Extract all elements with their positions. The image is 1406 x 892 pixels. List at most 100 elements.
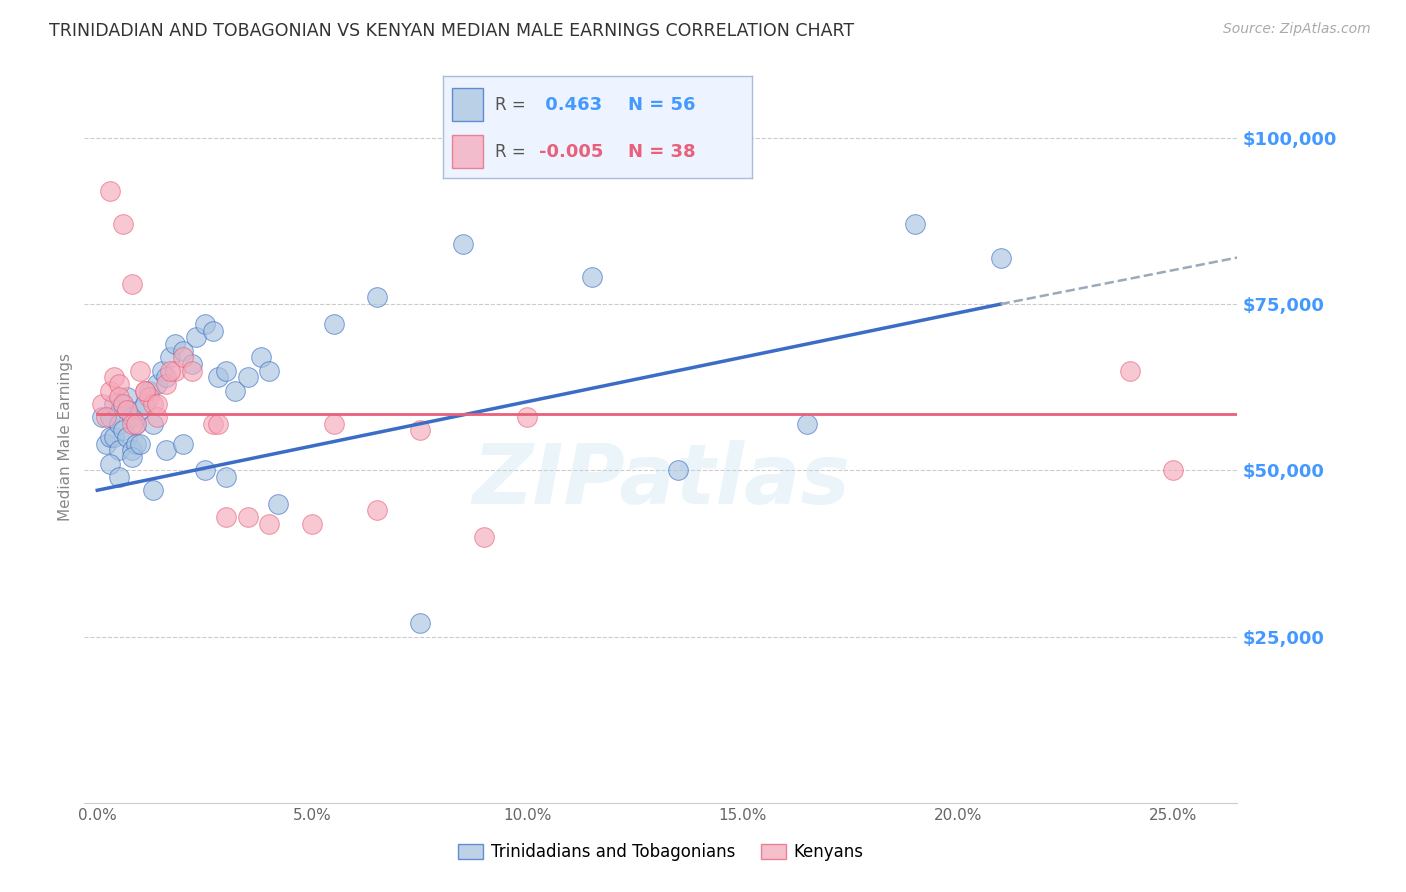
Point — [142, 397, 165, 411]
Point — [121, 450, 143, 464]
Point — [172, 343, 194, 358]
Point — [990, 251, 1012, 265]
Point — [94, 436, 117, 450]
Point — [366, 290, 388, 304]
Point — [134, 384, 156, 398]
Point — [117, 390, 139, 404]
Point — [117, 403, 139, 417]
Text: 0.463: 0.463 — [538, 95, 602, 113]
Point — [125, 436, 148, 450]
Point — [159, 351, 181, 365]
Point — [322, 417, 344, 431]
Point — [236, 509, 259, 524]
Point — [202, 324, 225, 338]
Point — [142, 483, 165, 498]
Point — [129, 403, 152, 417]
Point — [259, 516, 281, 531]
Point — [103, 430, 125, 444]
Point — [134, 397, 156, 411]
Point — [142, 417, 165, 431]
Point — [172, 436, 194, 450]
Point — [581, 270, 603, 285]
Point — [146, 376, 169, 391]
Point — [186, 330, 208, 344]
Text: -0.005: -0.005 — [538, 143, 603, 161]
Point — [138, 390, 160, 404]
Point — [121, 443, 143, 458]
Point — [796, 417, 818, 431]
Point — [129, 363, 152, 377]
Point — [409, 424, 432, 438]
Legend: Trinidadians and Tobagonians, Kenyans: Trinidadians and Tobagonians, Kenyans — [451, 837, 870, 868]
Text: N = 38: N = 38 — [628, 143, 696, 161]
Point — [107, 443, 129, 458]
Point — [159, 363, 181, 377]
Point — [112, 397, 135, 411]
Point — [94, 410, 117, 425]
Text: TRINIDADIAN AND TOBAGONIAN VS KENYAN MEDIAN MALE EARNINGS CORRELATION CHART: TRINIDADIAN AND TOBAGONIAN VS KENYAN MED… — [49, 22, 855, 40]
Point — [474, 530, 496, 544]
Point — [146, 410, 169, 425]
Text: Source: ZipAtlas.com: Source: ZipAtlas.com — [1223, 22, 1371, 37]
Point — [249, 351, 271, 365]
Point — [112, 397, 135, 411]
Point — [146, 397, 169, 411]
Point — [215, 509, 238, 524]
Point — [98, 430, 121, 444]
Point — [129, 436, 152, 450]
Point — [90, 410, 112, 425]
Point — [107, 390, 129, 404]
Point — [267, 497, 290, 511]
Point — [215, 363, 238, 377]
Point — [117, 430, 139, 444]
Text: R =: R = — [495, 95, 526, 113]
Point — [98, 384, 121, 398]
Point — [301, 516, 323, 531]
Point — [138, 384, 160, 398]
Point — [121, 410, 143, 425]
Point — [409, 616, 432, 631]
Point — [125, 417, 148, 431]
Point — [155, 370, 177, 384]
Point — [194, 317, 217, 331]
Point — [904, 217, 927, 231]
Point — [107, 417, 129, 431]
Point — [366, 503, 388, 517]
Point — [224, 384, 246, 398]
Point — [163, 363, 186, 377]
Point — [107, 376, 129, 391]
Y-axis label: Median Male Earnings: Median Male Earnings — [58, 353, 73, 521]
Point — [215, 470, 238, 484]
Point — [150, 363, 173, 377]
Point — [103, 397, 125, 411]
Point — [451, 237, 474, 252]
Point — [180, 363, 202, 377]
Point — [98, 410, 121, 425]
Point — [117, 403, 139, 417]
Point — [155, 376, 177, 391]
Point — [155, 443, 177, 458]
Point — [107, 470, 129, 484]
Point — [103, 370, 125, 384]
Point — [1161, 463, 1184, 477]
Point — [207, 370, 229, 384]
Point — [98, 457, 121, 471]
Point — [259, 363, 281, 377]
Point — [90, 397, 112, 411]
Point — [207, 417, 229, 431]
Point — [112, 217, 135, 231]
Point — [236, 370, 259, 384]
Point — [121, 417, 143, 431]
Point — [194, 463, 217, 477]
Text: R =: R = — [495, 143, 526, 161]
Point — [121, 277, 143, 292]
Point — [134, 384, 156, 398]
Text: N = 56: N = 56 — [628, 95, 696, 113]
Point — [1119, 363, 1142, 377]
Point — [202, 417, 225, 431]
Point — [666, 463, 689, 477]
Point — [112, 424, 135, 438]
Point — [180, 357, 202, 371]
Text: ZIPatlas: ZIPatlas — [472, 441, 849, 522]
Point — [322, 317, 344, 331]
